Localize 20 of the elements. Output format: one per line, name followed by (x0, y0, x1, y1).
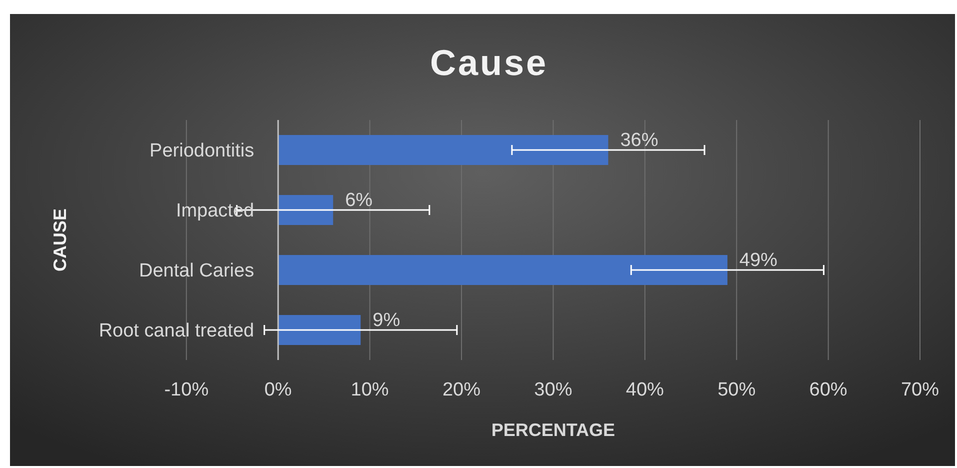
y-axis-title: CAUSE (50, 208, 70, 272)
x-tick-label: 50% (718, 379, 756, 400)
x-axis-title: PERCENTAGE (491, 420, 616, 440)
data-label: 9% (372, 310, 400, 331)
x-tick-label: 0% (264, 379, 292, 400)
y-tick-label: Root canal treated (98, 320, 254, 342)
chart-title: Cause (430, 42, 548, 83)
y-tick-label: Periodontitis (150, 140, 254, 162)
data-label: 49% (739, 250, 778, 271)
x-tick-label: -10% (164, 379, 209, 400)
x-tick-label: 20% (442, 379, 481, 400)
y-tick-label: Dental Caries (138, 260, 254, 282)
x-tick-label: 30% (534, 379, 572, 400)
x-tick-label: 60% (809, 379, 848, 400)
y-tick-label: Impacted (176, 200, 254, 222)
data-label: 6% (345, 190, 373, 211)
x-tick-label: 70% (900, 379, 940, 400)
data-label: 36% (620, 130, 658, 151)
x-tick-label: 40% (626, 379, 664, 400)
x-tick-label: 10% (350, 379, 389, 400)
